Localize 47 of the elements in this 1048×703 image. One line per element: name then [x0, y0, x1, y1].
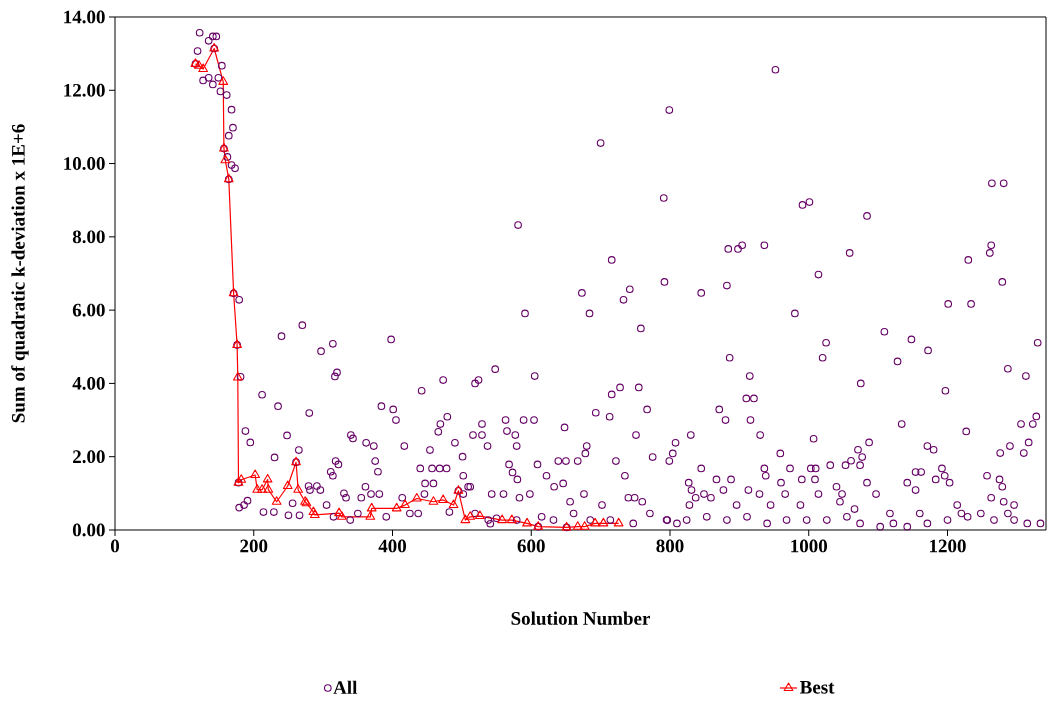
point	[262, 473, 273, 483]
y-tick-label: 6.00	[72, 303, 105, 317]
y-tick-label: 8.00	[72, 230, 105, 244]
point	[572, 521, 583, 530]
x-tick-label: 400	[378, 539, 407, 553]
x-tick-label: 1200	[930, 539, 966, 553]
y-tick-label: 4.00	[72, 376, 105, 390]
y-axis-title: Sum of quadratic k-deviation x 1E+6	[11, 124, 29, 423]
point	[263, 484, 274, 493]
point	[334, 507, 344, 517]
x-tick-label: 200	[240, 539, 268, 553]
x-tick-label: 600	[517, 539, 545, 553]
y-tick-label: 10.00	[64, 157, 105, 171]
point	[336, 511, 347, 520]
point	[252, 484, 263, 493]
y-tick-label: 0.00	[72, 523, 105, 537]
point	[579, 521, 590, 530]
point	[282, 480, 293, 490]
point	[257, 484, 267, 493]
point	[428, 496, 439, 505]
y-tick-label: 14.00	[64, 10, 105, 24]
x-axis-title: Solution Number	[511, 611, 650, 625]
point	[236, 474, 247, 483]
point	[232, 372, 243, 381]
point	[194, 60, 204, 69]
point	[250, 469, 261, 479]
y-tick-label: 2.00	[73, 450, 105, 464]
x-tick-label: 800	[656, 539, 684, 553]
point	[400, 499, 410, 509]
point	[448, 499, 459, 509]
x-tick-label: 0	[110, 539, 120, 553]
point	[411, 492, 422, 502]
point	[391, 502, 402, 512]
y-tick-label: 12.00	[64, 83, 105, 97]
point	[598, 517, 609, 527]
legend-label: All	[333, 680, 358, 694]
point	[366, 502, 377, 512]
point	[613, 517, 624, 527]
point	[198, 63, 208, 73]
point	[271, 496, 282, 505]
point	[365, 511, 376, 520]
x-tick-label: 1000	[791, 539, 828, 553]
legend-label: Best	[799, 681, 835, 694]
point	[522, 517, 532, 527]
point	[438, 494, 449, 503]
point	[293, 484, 304, 493]
point	[460, 514, 471, 524]
